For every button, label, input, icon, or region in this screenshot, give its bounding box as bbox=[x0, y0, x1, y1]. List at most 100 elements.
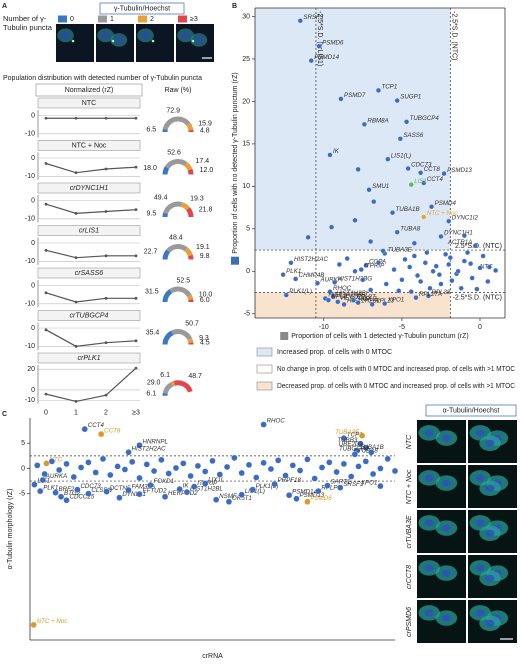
data-point bbox=[430, 268, 436, 274]
raw-label: 17.4 bbox=[196, 158, 210, 165]
data-point bbox=[280, 272, 286, 278]
data-point bbox=[472, 243, 478, 249]
data-point bbox=[283, 292, 289, 298]
data-point bbox=[411, 240, 417, 246]
puncta-header: Number of γ-Tubulin puncta bbox=[3, 14, 52, 32]
point-label: LIS1(L) bbox=[391, 152, 411, 159]
panel-title-box bbox=[37, 140, 141, 151]
point-label: HERPUD2 bbox=[341, 295, 371, 302]
data-point bbox=[427, 285, 433, 291]
gauge-segment bbox=[171, 380, 176, 387]
data-point bbox=[81, 425, 88, 433]
column-title: Normalized (rZ) bbox=[65, 87, 114, 94]
x-tick-label: 0 bbox=[478, 324, 482, 331]
point-label: CDC73 bbox=[80, 483, 101, 490]
data-point bbox=[377, 482, 384, 490]
data-point bbox=[396, 288, 402, 294]
y-tick-label: -10 bbox=[25, 131, 35, 138]
point-label: PSMD6 bbox=[322, 39, 344, 46]
data-point bbox=[288, 260, 294, 266]
data-point bbox=[74, 486, 81, 493]
legend-label: 2 bbox=[150, 16, 154, 23]
x-tick-label: 2 bbox=[104, 409, 108, 416]
point-label: FOXD1 bbox=[153, 478, 174, 485]
data-point bbox=[63, 460, 70, 468]
data-point bbox=[429, 204, 435, 210]
nucleus bbox=[424, 474, 434, 482]
x-tick-label: 0 bbox=[44, 409, 48, 416]
data-point bbox=[30, 621, 37, 629]
y-axis-label: Proportion of cells with no detected γ-T… bbox=[232, 72, 239, 253]
point-label: TUBA8 bbox=[400, 225, 421, 232]
data-point bbox=[311, 475, 318, 482]
data-point bbox=[441, 171, 447, 177]
data-point bbox=[285, 492, 293, 499]
data-point bbox=[194, 462, 202, 470]
micrograph-row-label: crCCT8 bbox=[406, 565, 413, 589]
y-axis-label: α-Tubulin morphology (rZ) bbox=[7, 489, 14, 570]
gauge-segment bbox=[187, 168, 194, 175]
nucleus bbox=[195, 36, 203, 43]
nucleus bbox=[441, 479, 451, 487]
data-point bbox=[443, 251, 449, 257]
x-tick-label: -10 bbox=[319, 324, 329, 331]
point-label: TUBA1B bbox=[360, 444, 384, 451]
point bbox=[44, 392, 48, 396]
nucleus bbox=[102, 32, 109, 39]
data-point bbox=[136, 491, 143, 498]
data-point bbox=[318, 464, 326, 471]
punctum bbox=[71, 39, 75, 43]
data-point bbox=[362, 458, 369, 465]
data-point bbox=[39, 476, 46, 484]
data-point bbox=[438, 281, 444, 287]
point-label: RPLP0 bbox=[321, 484, 341, 491]
y-label-marker bbox=[231, 256, 239, 265]
data-point bbox=[402, 256, 408, 262]
point bbox=[74, 256, 78, 260]
micrograph-header-box bbox=[425, 404, 517, 417]
panel-title: NTC bbox=[82, 100, 96, 107]
gauge-segment bbox=[169, 286, 192, 298]
panel-title: crLIS1 bbox=[79, 228, 99, 235]
y-tick-label: 5 bbox=[21, 440, 25, 447]
point-label: CCT4 bbox=[88, 422, 105, 429]
point-label: HIST1H2BI bbox=[336, 290, 368, 297]
point bbox=[104, 167, 108, 171]
x-tick-label: ≥3 bbox=[132, 409, 140, 416]
gauge-segment bbox=[187, 337, 194, 344]
data-point bbox=[296, 467, 304, 474]
data-point bbox=[391, 267, 397, 273]
raw-label: 21.8 bbox=[199, 206, 213, 213]
data-point bbox=[282, 472, 289, 479]
point-label: SRSF3 bbox=[303, 14, 324, 21]
point-label: UBE2D3 bbox=[339, 441, 364, 448]
point-label: PSMD14 bbox=[292, 488, 317, 495]
raw-label: 9.5 bbox=[147, 211, 157, 218]
nucleus bbox=[475, 429, 485, 437]
data-point bbox=[418, 278, 424, 285]
y-tick-label: 0 bbox=[31, 240, 35, 247]
data-point bbox=[70, 473, 77, 481]
point bbox=[44, 116, 48, 120]
gauge-segment bbox=[173, 380, 193, 393]
nucleus bbox=[424, 429, 434, 437]
trend-line bbox=[45, 367, 137, 403]
data-point bbox=[125, 449, 132, 456]
data-point bbox=[267, 465, 275, 473]
point-label: PRPF18 bbox=[278, 477, 302, 484]
point-label: SASS6 bbox=[403, 132, 424, 139]
point bbox=[104, 254, 108, 258]
data-point bbox=[380, 248, 386, 254]
data-point bbox=[485, 278, 491, 285]
legend-swatch bbox=[138, 15, 147, 23]
data-point bbox=[355, 300, 361, 306]
y-tick-label: 15 bbox=[242, 141, 250, 148]
point-label: RBM8A bbox=[367, 117, 388, 124]
data-point bbox=[225, 498, 233, 505]
raw-label: 48.4 bbox=[169, 234, 183, 241]
data-point bbox=[335, 299, 341, 305]
data-point bbox=[216, 471, 223, 478]
data-point bbox=[165, 470, 172, 477]
point bbox=[104, 116, 108, 120]
